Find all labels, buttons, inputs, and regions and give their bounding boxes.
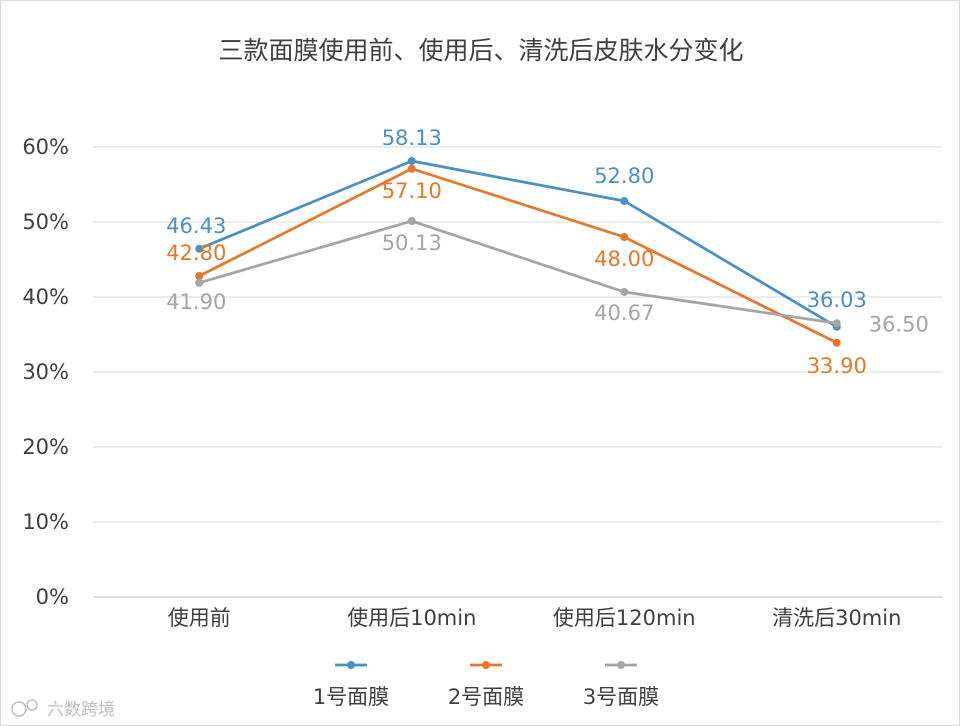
series-line: [198, 159, 838, 328]
legend-label: 2号面膜: [448, 685, 524, 709]
watermark-text: 六数跨境: [47, 700, 115, 720]
data-label: 41.90: [166, 290, 226, 314]
data-label: 57.10: [382, 179, 442, 203]
watermark: 六数跨境: [11, 699, 115, 720]
data-point: [407, 157, 416, 166]
x-tick-label: 使用前: [168, 606, 231, 630]
watermark-logo-icon-2: [26, 699, 38, 711]
data-point: [832, 338, 841, 347]
gridlines: [93, 146, 943, 598]
data-point: [832, 319, 841, 328]
y-tick-label: 50%: [22, 210, 69, 234]
legend-label: 1号面膜: [313, 685, 389, 709]
y-tick-label: 40%: [22, 285, 69, 309]
watermark-logo-icon: [11, 701, 27, 717]
data-labels: 46.43 58.13 52.80 36.03 42.80 57.10 48.00 33.90…: [166, 126, 929, 378]
legend-marker: [617, 661, 625, 669]
data-label: 48.00: [594, 247, 654, 271]
data-label: 46.43: [166, 214, 226, 238]
x-tick-label: 使用后10min: [347, 606, 476, 630]
x-tick-label: 使用后120min: [553, 606, 696, 630]
data-point: [620, 233, 629, 241]
data-label: 40.67: [594, 301, 654, 325]
data-label: 52.80: [594, 164, 654, 188]
data-label: 36.03: [807, 288, 867, 312]
y-axis-ticks: 0% 10% 20% 30% 40% 50% 60%: [22, 135, 69, 609]
series-line: [198, 219, 837, 325]
data-label: 33.90: [807, 354, 867, 378]
data-point: [407, 217, 416, 226]
data-label: 42.80: [166, 241, 226, 265]
x-axis-ticks: 使用前 使用后10min 使用后120min 清洗后30min: [168, 606, 902, 630]
y-tick-label: 0%: [36, 585, 69, 609]
legend: 1号面膜 2号面膜 3号面膜: [313, 661, 659, 709]
y-tick-label: 30%: [22, 360, 69, 384]
data-label: 50.13: [382, 231, 442, 255]
data-point: [620, 197, 629, 205]
data-point: [195, 244, 204, 253]
data-point: [407, 164, 416, 173]
series-layer: [195, 157, 841, 347]
data-label: 36.50: [869, 312, 929, 336]
y-tick-label: 20%: [22, 435, 69, 459]
x-tick-label: 清洗后30min: [772, 606, 901, 630]
chart-title: 三款面膜使用前、使用后、清洗后皮肤水分变化: [218, 36, 743, 65]
legend-label: 3号面膜: [583, 685, 659, 709]
series-line: [198, 167, 838, 344]
y-tick-label: 60%: [22, 135, 69, 159]
legend-marker: [482, 661, 490, 669]
data-point: [620, 287, 629, 296]
data-label: 58.13: [382, 126, 442, 150]
legend-marker: [347, 661, 355, 669]
y-tick-label: 10%: [22, 510, 69, 534]
data-point: [195, 278, 204, 287]
data-point: [195, 272, 204, 280]
